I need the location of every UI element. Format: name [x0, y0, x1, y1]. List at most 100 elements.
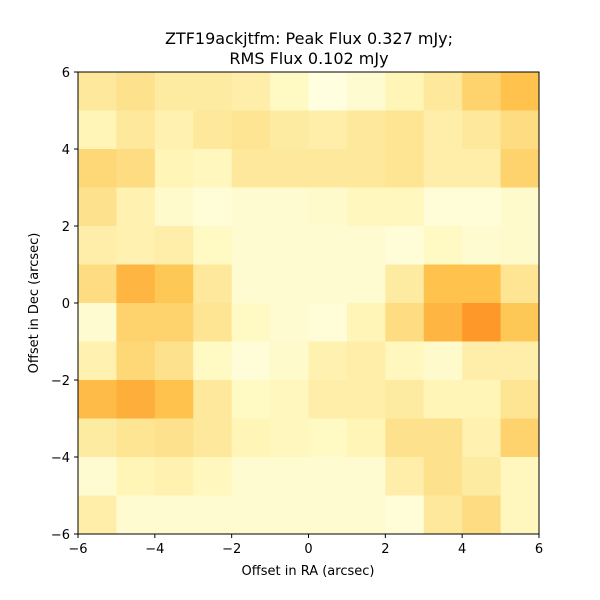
- heatmap-cell: [423, 341, 463, 381]
- heatmap-cell: [423, 457, 463, 496]
- heatmap-cell: [346, 187, 386, 227]
- heatmap-cell: [154, 380, 194, 419]
- y-tick-label: −6: [51, 528, 70, 543]
- heatmap-cell: [423, 264, 463, 304]
- heatmap-cell: [193, 418, 233, 458]
- heatmap-cell: [346, 149, 386, 188]
- heatmap-cell: [500, 187, 540, 227]
- y-axis-ticks: −6 −4 −2 0 2 4 6: [51, 66, 78, 543]
- heatmap-cell: [270, 418, 309, 458]
- chart-title-line1: ZTF19ackjtfm: Peak Flux 0.327 mJy;: [165, 29, 453, 48]
- heatmap-cell: [78, 110, 117, 150]
- heatmap-cell: [500, 264, 540, 304]
- heatmap-cell: [500, 418, 540, 458]
- heatmap-cell: [423, 110, 463, 150]
- heatmap-cell: [346, 495, 386, 535]
- heatmap-cell: [385, 457, 425, 496]
- heatmap-cell: [462, 149, 502, 188]
- heatmap-cell: [500, 303, 540, 342]
- heatmap-cell: [193, 341, 233, 381]
- heatmap-cell: [116, 226, 156, 265]
- heatmap-cell: [308, 187, 348, 227]
- heatmap-cell: [116, 380, 156, 419]
- heatmap-cell: [270, 380, 309, 419]
- heatmap-cell: [308, 418, 348, 458]
- heatmap-cell: [500, 495, 540, 535]
- heatmap-cell: [231, 187, 271, 227]
- heatmap-cell: [500, 72, 540, 111]
- heatmap-cell: [154, 264, 194, 304]
- heatmap-cell: [385, 110, 425, 150]
- heatmap-cell: [193, 187, 233, 227]
- heatmap-cell: [462, 380, 502, 419]
- heatmap-cell: [270, 187, 309, 227]
- heatmap-cell: [231, 303, 271, 342]
- heatmap-cell: [270, 110, 309, 150]
- heatmap-cell: [308, 457, 348, 496]
- heatmap-cell: [346, 226, 386, 265]
- heatmap-cell: [346, 303, 386, 342]
- y-tick-label: −4: [51, 451, 70, 466]
- heatmap-cell: [500, 226, 540, 265]
- heatmap-cell: [346, 72, 386, 111]
- x-axis-ticks: −6 −4 −2 0 2 4 6: [68, 534, 543, 557]
- heatmap-cell: [78, 303, 117, 342]
- heatmap-cell: [231, 149, 271, 188]
- heatmap-cell: [385, 495, 425, 535]
- x-tick-label: −6: [68, 542, 87, 557]
- heatmap-cell: [308, 303, 348, 342]
- heatmap-cell: [193, 72, 233, 111]
- y-tick-label: −2: [51, 374, 70, 389]
- heatmap-cell: [116, 264, 156, 304]
- heatmap-cell: [193, 380, 233, 419]
- heatmap-cell: [385, 72, 425, 111]
- heatmap-cell: [193, 264, 233, 304]
- y-tick-label: 0: [62, 297, 70, 312]
- heatmap-cell: [308, 110, 348, 150]
- heatmap-cell: [423, 149, 463, 188]
- heatmap-cell: [116, 110, 156, 150]
- heatmap-cell: [308, 226, 348, 265]
- heatmap-cell: [385, 303, 425, 342]
- heatmap-cell: [78, 380, 117, 419]
- heatmap-cell: [308, 341, 348, 381]
- heatmap-cell: [154, 72, 194, 111]
- heatmap-cell: [116, 495, 156, 535]
- heatmap-cell: [462, 418, 502, 458]
- heatmap-cell: [78, 226, 117, 265]
- heatmap-cell: [270, 495, 309, 535]
- heatmap-cell: [193, 110, 233, 150]
- heatmap-cell: [346, 341, 386, 381]
- heatmap-cell: [154, 187, 194, 227]
- y-tick-label: 6: [62, 66, 70, 81]
- heatmap-cell: [78, 457, 117, 496]
- heatmap-cell: [385, 226, 425, 265]
- heatmap-cell: [462, 110, 502, 150]
- heatmap-cell: [423, 303, 463, 342]
- heatmap-cell: [462, 187, 502, 227]
- heatmap-cell: [462, 226, 502, 265]
- heatmap-cell: [154, 457, 194, 496]
- heatmap-cell: [154, 495, 194, 535]
- heatmap-cell: [462, 341, 502, 381]
- heatmap-cell: [385, 264, 425, 304]
- heatmap-cell: [270, 457, 309, 496]
- heatmap-cell: [116, 187, 156, 227]
- heatmap-cell: [154, 226, 194, 265]
- heatmap-cell: [231, 341, 271, 381]
- heatmap-cell: [193, 495, 233, 535]
- heatmap-cell: [231, 226, 271, 265]
- heatmap-cell: [346, 110, 386, 150]
- heatmap-cell: [116, 303, 156, 342]
- heatmap-cell: [270, 149, 309, 188]
- heatmap-cell: [500, 457, 540, 496]
- heatmap-cell: [423, 418, 463, 458]
- heatmap-cell: [346, 380, 386, 419]
- heatmap-cell: [154, 341, 194, 381]
- heatmap-cell: [231, 457, 271, 496]
- heatmap-cell: [500, 341, 540, 381]
- x-tick-label: 2: [381, 542, 389, 557]
- heatmap-cell: [308, 380, 348, 419]
- heatmap-cell: [270, 303, 309, 342]
